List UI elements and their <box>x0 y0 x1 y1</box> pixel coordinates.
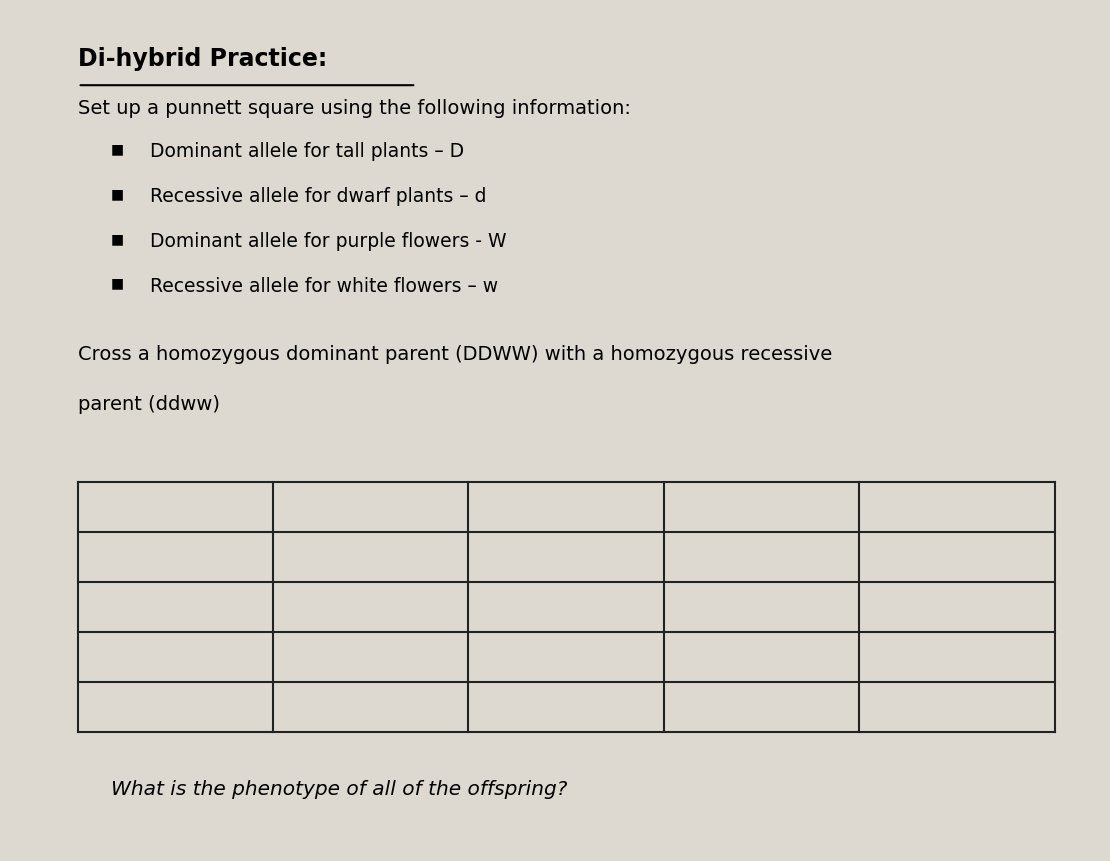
Text: ■: ■ <box>111 232 124 245</box>
Text: Dominant allele for tall plants – D: Dominant allele for tall plants – D <box>150 142 464 161</box>
Text: ■: ■ <box>111 276 124 290</box>
Text: Cross a homozygous dominant parent (DDWW) with a homozygous recessive: Cross a homozygous dominant parent (DDWW… <box>78 344 832 363</box>
Text: ■: ■ <box>111 142 124 156</box>
Text: Recessive allele for white flowers – w: Recessive allele for white flowers – w <box>150 276 498 295</box>
Text: ■: ■ <box>111 187 124 201</box>
Text: What is the phenotype of all of the offspring?: What is the phenotype of all of the offs… <box>111 779 567 798</box>
Text: parent (ddww): parent (ddww) <box>78 394 220 413</box>
Text: Di-hybrid Practice:: Di-hybrid Practice: <box>78 47 327 71</box>
Text: Dominant allele for purple flowers - W: Dominant allele for purple flowers - W <box>150 232 506 251</box>
Text: Recessive allele for dwarf plants – d: Recessive allele for dwarf plants – d <box>150 187 486 206</box>
Text: Set up a punnett square using the following information:: Set up a punnett square using the follow… <box>78 99 630 118</box>
